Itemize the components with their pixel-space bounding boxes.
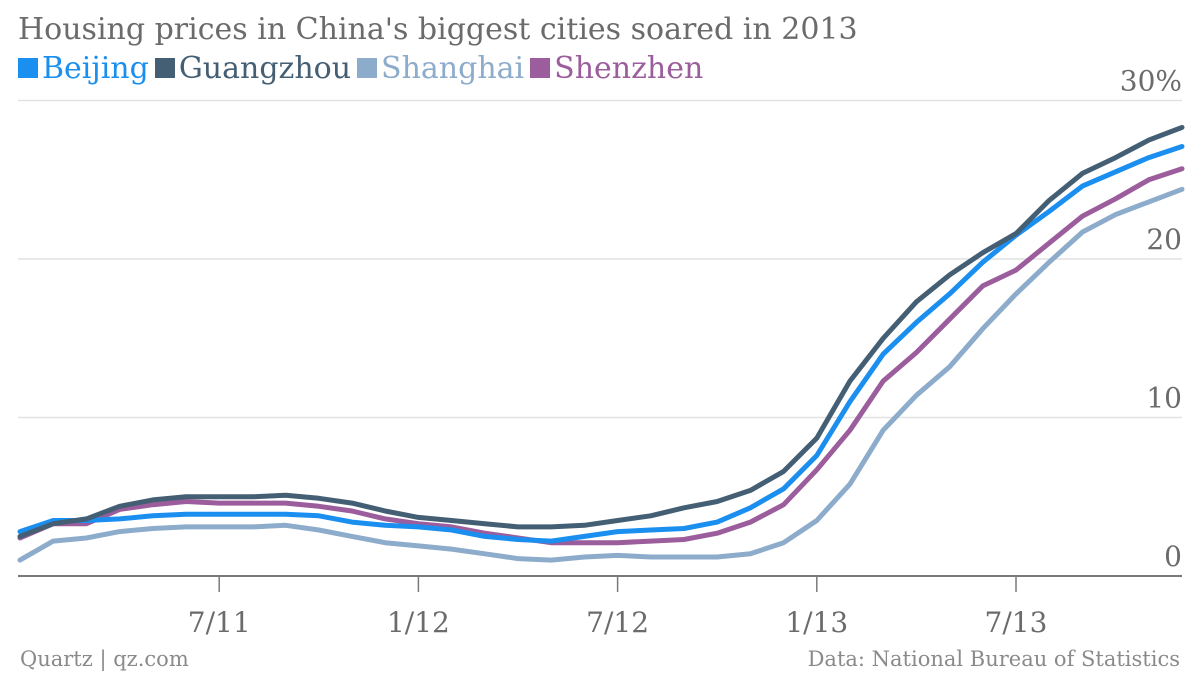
series-line-beijing (17, 144, 1185, 544)
legend-swatch (154, 58, 175, 78)
legend-swatch (357, 58, 378, 78)
legend-label: Shanghai (381, 50, 525, 86)
y-tick-label: 20 (1146, 223, 1182, 256)
legend-label: Guangzhou (178, 50, 352, 86)
legend-label: Beijing (42, 50, 149, 86)
legend-item-beijing: Beijing (18, 51, 149, 86)
x-tick-label: 1/12 (387, 606, 450, 639)
chart-legend: Beijing Guangzhou Shanghai Shenzhen (18, 50, 709, 86)
y-tick-label: 30% (1120, 65, 1182, 98)
legend-item-shanghai: Shanghai (357, 51, 524, 86)
legend-swatch (530, 58, 551, 78)
series-line-guangzhou (17, 124, 1185, 539)
legend-item-guangzhou: Guangzhou (154, 50, 352, 86)
legend-label: Shenzhen (554, 50, 704, 86)
series-line-shanghai (17, 186, 1185, 563)
y-tick-label: 10 (1146, 382, 1182, 415)
x-tick-label: 7/11 (188, 606, 251, 639)
chart-title: Housing prices in China's biggest cities… (18, 12, 858, 47)
y-tick-label: 0 (1164, 540, 1182, 573)
x-tick-label: 7/13 (985, 606, 1048, 639)
x-tick-label: 1/13 (785, 606, 848, 639)
series-line-shenzhen (17, 166, 1185, 546)
x-tick-label: 7/12 (586, 606, 649, 639)
source-text: Data: National Bureau of Statistics (807, 647, 1180, 671)
credit-text: Quartz | qz.com (20, 647, 189, 671)
legend-item-shenzhen: Shenzhen (530, 51, 703, 86)
legend-swatch (18, 58, 38, 78)
